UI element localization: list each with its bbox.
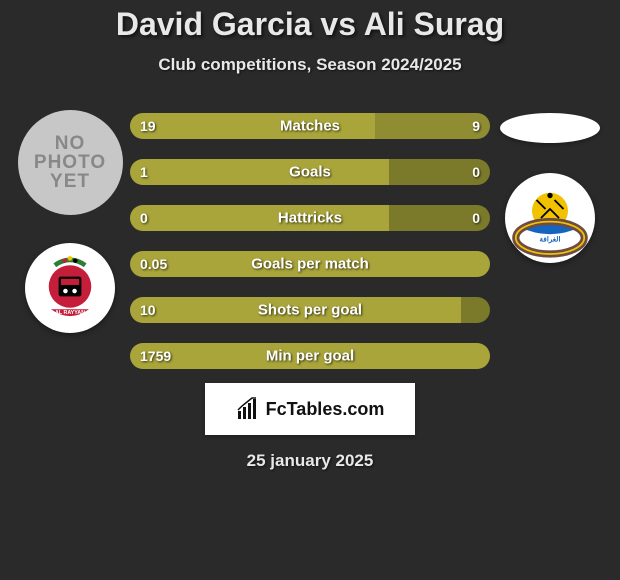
stat-value-left: 19 xyxy=(140,118,156,134)
svg-text:AL RAYYAN: AL RAYYAN xyxy=(55,310,85,316)
stat-row: Goals 1 0 xyxy=(130,159,490,185)
al-gharafa-crest-icon: الغرافة xyxy=(505,173,595,263)
brand-label: FcTables.com xyxy=(266,399,385,420)
al-rayyan-crest-icon: AL RAYYAN xyxy=(32,250,108,326)
stat-value-left: 1759 xyxy=(140,348,171,364)
stat-label: Min per goal xyxy=(266,348,354,365)
right-column: الغرافة xyxy=(490,105,610,263)
stat-value-left: 10 xyxy=(140,302,156,318)
no-photo-label: NO PHOTO YET xyxy=(18,134,123,191)
stat-row: Matches 19 9 xyxy=(130,113,490,139)
stat-bar-left xyxy=(130,159,389,185)
stat-value-left: 0 xyxy=(140,210,148,226)
subtitle: Club competitions, Season 2024/2025 xyxy=(158,55,461,75)
stat-row: Goals per match 0.05 xyxy=(130,251,490,277)
stat-label: Hattricks xyxy=(278,210,342,227)
stat-label: Goals xyxy=(289,164,331,181)
date-label: 25 january 2025 xyxy=(247,451,374,471)
stat-value-right: 9 xyxy=(472,118,480,134)
stat-label: Shots per goal xyxy=(258,302,362,319)
stats-bars: Matches199Goals10Hattricks00Goals per ma… xyxy=(130,105,490,369)
stat-value-left: 1 xyxy=(140,164,148,180)
page-title: David Garcia vs Ali Surag xyxy=(116,6,504,43)
stat-value-left: 0.05 xyxy=(140,256,167,272)
stat-label: Matches xyxy=(280,118,340,135)
chart-bars-icon xyxy=(236,397,260,421)
left-column: NO PHOTO YET AL RAYYAN xyxy=(10,105,130,333)
stat-row: Hattricks 0 0 xyxy=(130,205,490,231)
stat-bar-right xyxy=(461,297,490,323)
main-row: NO PHOTO YET AL RAYYAN Matches199Goals10… xyxy=(0,105,620,369)
stat-value-right: 0 xyxy=(472,210,480,226)
stat-bar-left xyxy=(130,205,389,231)
stat-value-right: 0 xyxy=(472,164,480,180)
svg-text:الغرافة: الغرافة xyxy=(540,234,561,243)
player-left-photo-placeholder: NO PHOTO YET xyxy=(18,110,123,215)
stat-row: Min per goal 1759 xyxy=(130,343,490,369)
player-left-club-crest: AL RAYYAN xyxy=(25,243,115,333)
stat-label: Goals per match xyxy=(251,256,369,273)
stat-row: Shots per goal 10 xyxy=(130,297,490,323)
player-right-photo-placeholder xyxy=(500,113,600,143)
comparison-card: David Garcia vs Ali Surag Club competiti… xyxy=(0,0,620,580)
player-right-club-crest: الغرافة xyxy=(505,173,595,263)
brand-bar[interactable]: FcTables.com xyxy=(205,383,415,435)
